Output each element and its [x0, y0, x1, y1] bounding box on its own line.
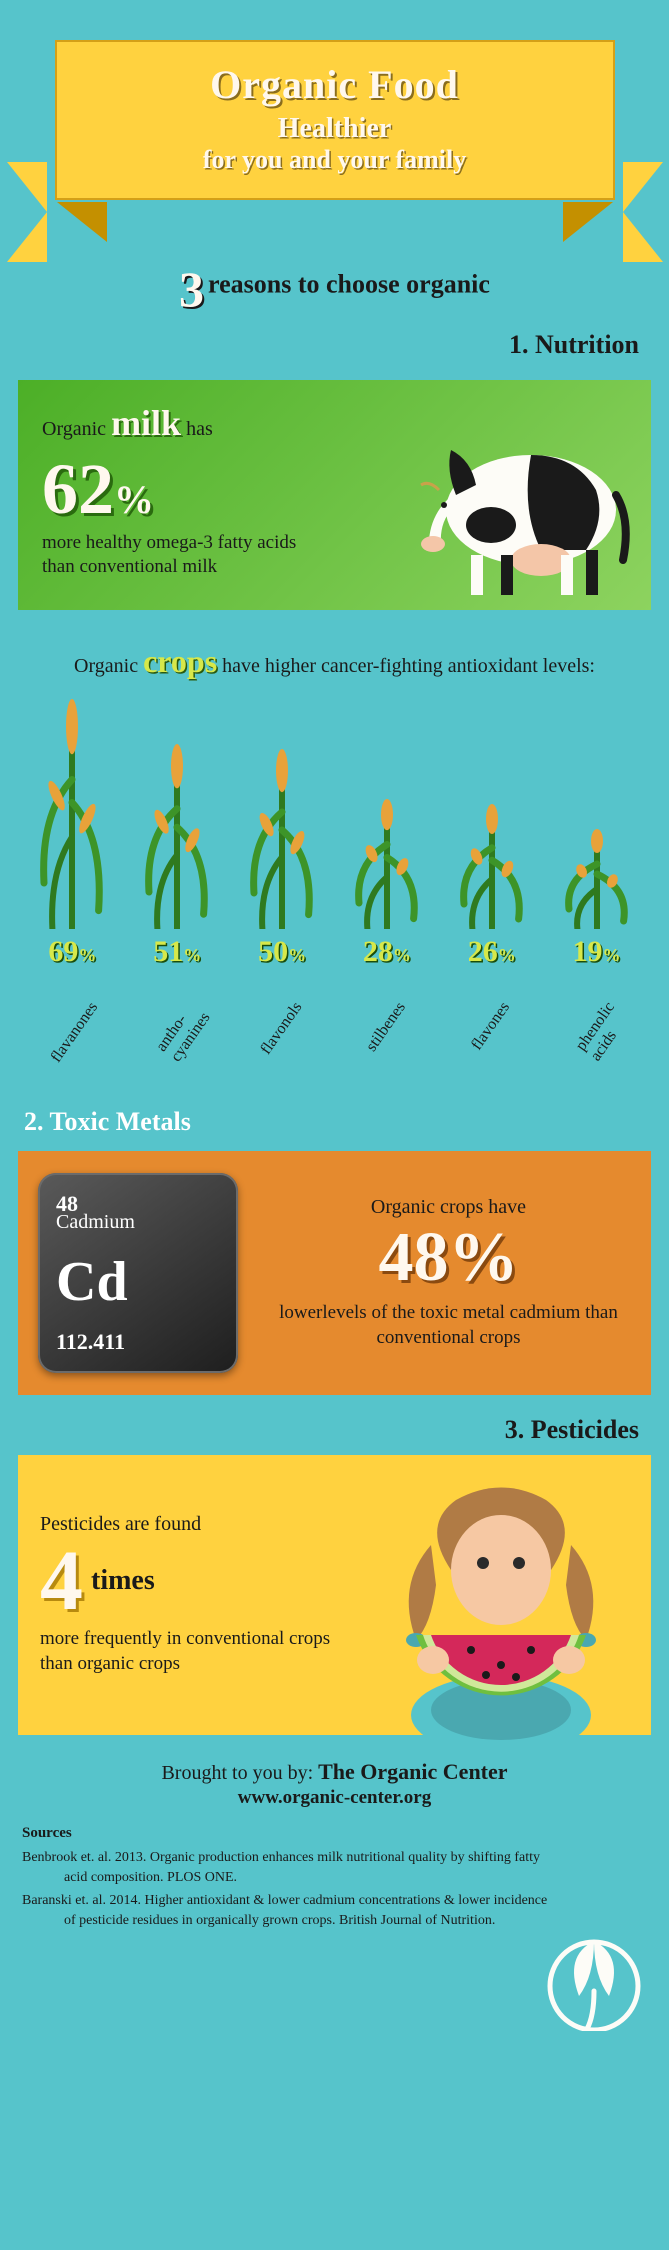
crops-post: have higher cancer-fighting antioxidant … — [222, 655, 595, 677]
crop-bar: 26%flavones — [442, 804, 542, 979]
crop-value: 28% — [363, 935, 411, 969]
subtitle-1: Healthier — [278, 113, 392, 145]
reasons-text: reasons to choose organic — [208, 270, 490, 299]
crops-pre: Organic — [74, 655, 138, 677]
section-3-title: 3. Pesticides — [0, 1395, 669, 1455]
toxic-text: Organic crops have 48% lowerlevels of th… — [266, 1196, 631, 1350]
crops-heading: Organic crops have higher cancer-fightin… — [0, 610, 669, 689]
source-1: Benbrook et. al. 2013. Organic productio… — [22, 1848, 552, 1887]
website-url: www.organic-center.org — [22, 1787, 647, 1809]
crops-chart: 69%flavanones 51%antho-cyanines 50%flavo… — [0, 699, 669, 979]
element-symbol: Cd — [56, 1254, 220, 1310]
crop-bar: 28%stilbenes — [337, 799, 437, 979]
crop-bar: 69%flavanones — [22, 699, 122, 979]
infographic-page: Organic Food Healthier for you and your … — [0, 0, 669, 2071]
atomic-mass: 112.411 — [56, 1329, 220, 1355]
section-1-title: 1. Nutrition — [0, 318, 669, 372]
source-2: Baranski et. al. 2014. Higher antioxidan… — [22, 1891, 552, 1930]
toxic-stat: 48% — [266, 1223, 631, 1293]
toxic-desc: lowerlevels of the toxic metal cadmium t… — [266, 1301, 631, 1350]
crop-bar: 50%flavonols — [232, 749, 332, 979]
pest-unit: times — [91, 1565, 155, 1597]
pest-desc: more frequently in conventional crops th… — [40, 1626, 340, 1677]
milk-desc: more healthy omega-3 fatty acids than co… — [42, 531, 302, 579]
crop-value: 69% — [48, 935, 96, 969]
pest-lead: Pesticides are found — [40, 1513, 340, 1536]
title-banner: Organic Food Healthier for you and your … — [55, 40, 615, 200]
crops-keyword: crops — [143, 643, 217, 679]
milk-post: has — [186, 418, 213, 440]
toxic-value: 48 — [379, 1219, 449, 1296]
milk-panel: Organic milk has 62% more healthy omega-… — [18, 380, 651, 610]
toxic-panel: 48 Cadmium Cd 112.411 Organic crops have… — [18, 1151, 651, 1395]
pesticides-text: Pesticides are found 4 times more freque… — [40, 1513, 340, 1677]
sources-heading: Sources — [22, 1823, 647, 1844]
pest-value: 4 — [40, 1542, 83, 1619]
milk-unit: % — [114, 476, 154, 523]
girl-eating-watermelon-icon — [361, 1465, 641, 1745]
cow-icon — [401, 420, 641, 600]
pesticides-panel: Pesticides are found 4 times more freque… — [18, 1455, 651, 1735]
cadmium-element-tile: 48 Cadmium Cd 112.411 — [38, 1173, 238, 1373]
crop-value: 19% — [573, 935, 621, 969]
subtitle-2: for you and your family — [203, 145, 466, 175]
element-name: Cadmium — [56, 1211, 220, 1234]
brought-org: The Organic Center — [318, 1759, 507, 1784]
footer: Brought to you by: The Organic Center ww… — [0, 1735, 669, 2070]
brought-pre: Brought to you by: — [161, 1762, 313, 1784]
milk-pre: Organic — [42, 418, 106, 440]
leaf-logo-icon — [539, 1901, 649, 2031]
main-title: Organic Food — [210, 61, 459, 108]
crop-value: 26% — [468, 935, 516, 969]
crop-value: 51% — [153, 935, 201, 969]
crop-bar: 19%phenolicacids — [547, 829, 647, 979]
milk-value: 62 — [42, 448, 114, 531]
crop-value: 50% — [258, 935, 306, 969]
toxic-unit: % — [449, 1219, 519, 1296]
banner-region: Organic Food Healthier for you and your … — [0, 0, 669, 270]
attribution: Brought to you by: The Organic Center — [22, 1759, 647, 1785]
toxic-lead: Organic crops have — [266, 1196, 631, 1219]
section-2-title: 2. Toxic Metals — [0, 1099, 669, 1151]
milk-keyword: milk — [111, 402, 181, 444]
pest-stat: 4 times — [40, 1542, 340, 1619]
crop-bar: 51%antho-cyanines — [127, 744, 227, 979]
